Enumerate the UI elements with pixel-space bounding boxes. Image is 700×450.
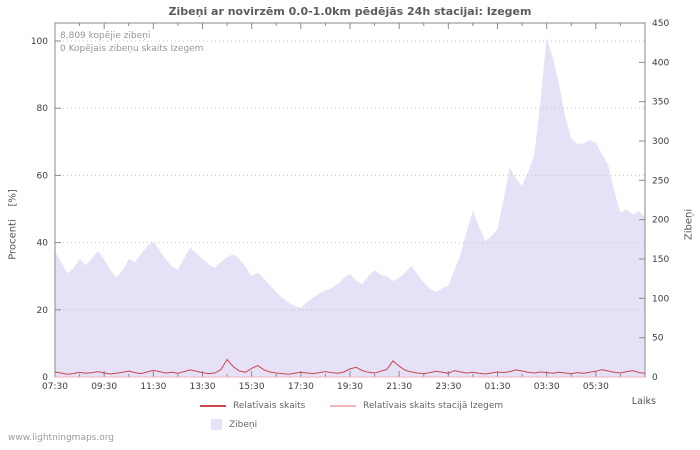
- line-series-0: [54, 358, 646, 375]
- legend-label-relative-count: Relatīvais skaits: [233, 401, 306, 411]
- right-axis-tick-label: 400: [652, 58, 669, 68]
- chart-title: Zibeņi ar novirzēm 0.0-1.0km pēdējās 24h…: [168, 5, 532, 18]
- right-axis-tick-label: 300: [652, 137, 669, 147]
- legend-item-relative-count: Relatīvais skaits: [200, 401, 305, 411]
- legend-item-relative-count-station: Relatīvais skaits stacijā Izegem: [330, 401, 503, 411]
- legend-label-relative-count-station: Relatīvais skaits stacijā Izegem: [363, 401, 504, 411]
- zibeni-area-series: [55, 37, 645, 378]
- x-axis-tick-label: 15:30: [239, 382, 265, 392]
- legend-item-zibeni: Zibeņi: [211, 419, 257, 430]
- watermark: www.lightningmaps.org: [8, 433, 114, 443]
- x-axis-title: Laiks: [631, 396, 656, 407]
- left-axis-tick-label: 60: [37, 171, 49, 181]
- right-axis-tick-label: 200: [652, 216, 669, 226]
- x-axis-tick-label: 17:30: [288, 382, 314, 392]
- x-axis-tick-label: 13:30: [190, 382, 216, 392]
- left-axis-tick-label: 0: [42, 373, 48, 383]
- right-axis-tick-label: 100: [652, 294, 669, 304]
- left-axis-title: Procenti [%]: [7, 189, 19, 260]
- x-axis-tick-label: 11:30: [140, 382, 166, 392]
- total-strikes-annotation: 8,809 kopējie zibeņi: [60, 31, 151, 41]
- right-axis-tick-label: 250: [652, 176, 669, 186]
- right-axis-tick-label: 0: [652, 373, 658, 383]
- left-axis-tick-label: 20: [37, 306, 49, 316]
- x-axis-tick-label: 19:30: [337, 382, 363, 392]
- left-axis-tick-label: 100: [31, 37, 48, 47]
- x-axis-tick-label: 01:30: [485, 382, 511, 392]
- pink-line-swatch-icon: [330, 405, 356, 407]
- right-axis-tick-label: 350: [652, 98, 669, 108]
- right-axis-tick-label: 150: [652, 255, 669, 265]
- right-axis-tick-label: 50: [652, 334, 664, 344]
- x-axis-tick-label: 09:30: [91, 382, 117, 392]
- red-line-swatch-icon: [200, 405, 226, 407]
- x-axis-tick-label: 07:30: [42, 382, 68, 392]
- station-total-annotation: 0 Kopējais zibeņu skaits Izegem: [60, 44, 204, 54]
- right-axis-tick-label: 450: [652, 19, 669, 29]
- x-axis-tick-label: 03:30: [534, 382, 560, 392]
- left-axis-tick-label: 80: [37, 104, 49, 114]
- left-axis-tick-label: 40: [37, 239, 49, 249]
- x-axis-tick-label: 23:30: [435, 382, 461, 392]
- legend-label-zibeni: Zibeņi: [229, 419, 258, 430]
- x-axis-tick-label: 21:30: [386, 382, 412, 392]
- area-swatch-icon: [211, 419, 222, 430]
- right-axis-title: Zibeņi: [683, 208, 695, 241]
- x-axis-tick-label: 05:30: [583, 382, 609, 392]
